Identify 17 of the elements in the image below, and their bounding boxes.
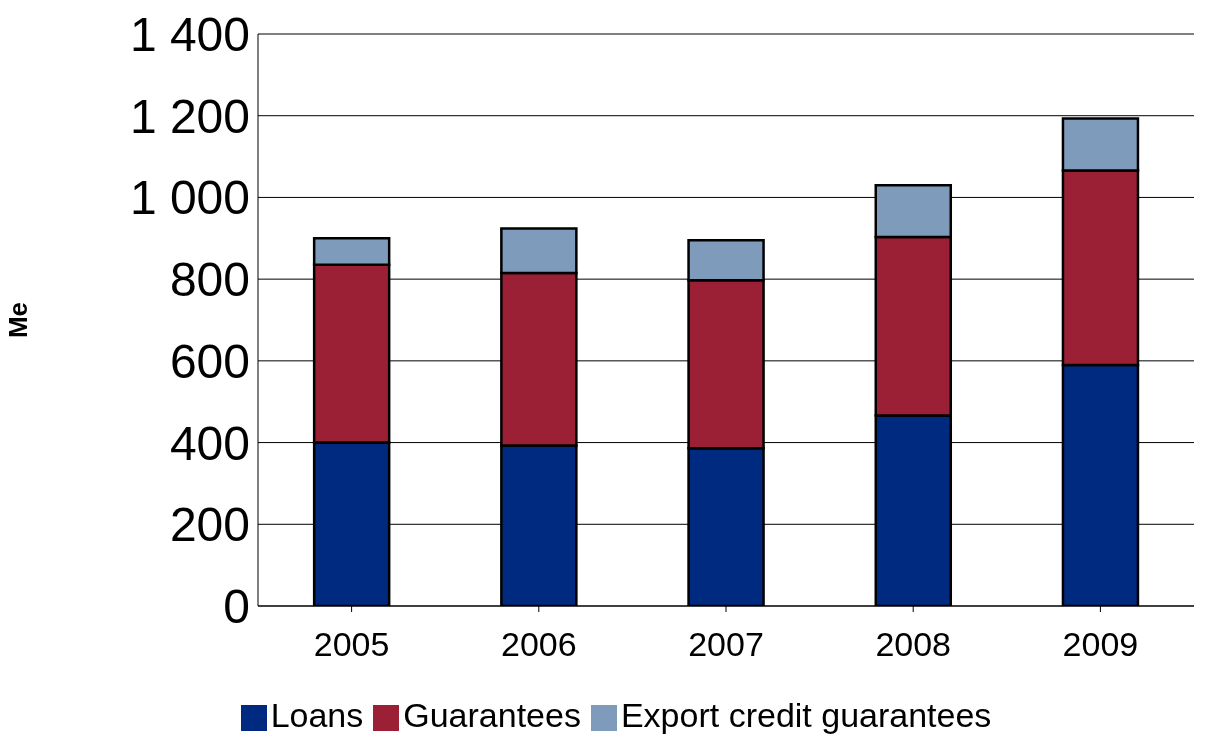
legend-label: Guarantees	[403, 696, 581, 734]
y-tick-label: 200	[169, 498, 250, 552]
legend-label: Loans	[270, 696, 364, 734]
x-tick-label: 2007	[688, 625, 764, 664]
y-axis-title: Me	[3, 301, 34, 339]
x-tick-label: 2006	[500, 625, 577, 664]
y-tick-label: 600	[169, 334, 250, 388]
y-tick-label: 1 000	[129, 171, 250, 225]
y-tick-label: 0	[223, 580, 250, 634]
y-tick-label: 1 200	[129, 89, 250, 143]
y-tick-label: 400	[169, 416, 250, 470]
x-tick-label: 2005	[313, 625, 390, 664]
y-tick-label: 800	[169, 253, 250, 307]
x-tick-label: 2009	[1062, 625, 1139, 664]
legend-label: Export credit guarantees	[620, 696, 992, 734]
y-tick-label: 1 400	[129, 8, 250, 62]
x-tick-label: 2008	[875, 625, 952, 664]
